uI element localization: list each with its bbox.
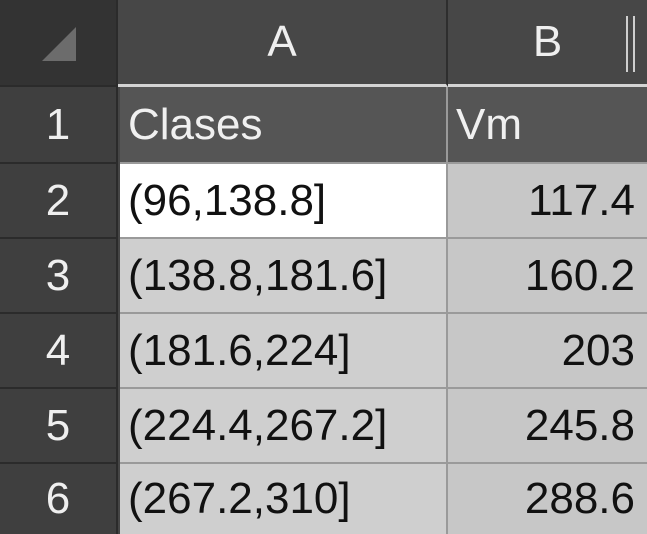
select-all-button[interactable] [0,0,118,87]
column-header-a[interactable]: A [118,0,448,87]
cell-a6[interactable]: (267.2,310] [120,464,448,534]
row-header-4[interactable]: 4 [0,314,118,389]
column-header-b[interactable]: B [448,0,647,87]
cell-a3[interactable]: (138.8,181.6] [120,239,448,314]
cell-a4[interactable]: (181.6,224] [120,314,448,389]
row-header-6[interactable]: 6 [0,464,118,534]
column-resize-handle-icon[interactable] [626,16,635,72]
cell-b2[interactable]: 117.4 [448,164,647,239]
cell-b5[interactable]: 245.8 [448,389,647,464]
select-all-triangle-icon [42,27,76,61]
cell-b3[interactable]: 160.2 [448,239,647,314]
cell-a1[interactable]: Clases [120,87,448,164]
row-header-3[interactable]: 3 [0,239,118,314]
cell-a2[interactable]: (96,138.8] [120,164,448,239]
row-header-2[interactable]: 2 [0,164,118,239]
cell-b4[interactable]: 203 [448,314,647,389]
column-header-b-label: B [532,17,563,66]
cell-b1[interactable]: Vm [448,87,647,164]
cell-a5[interactable]: (224.4,267.2] [120,389,448,464]
row-header-1[interactable]: 1 [0,87,118,164]
row-header-5[interactable]: 5 [0,389,118,464]
cell-b6[interactable]: 288.6 [448,464,647,534]
